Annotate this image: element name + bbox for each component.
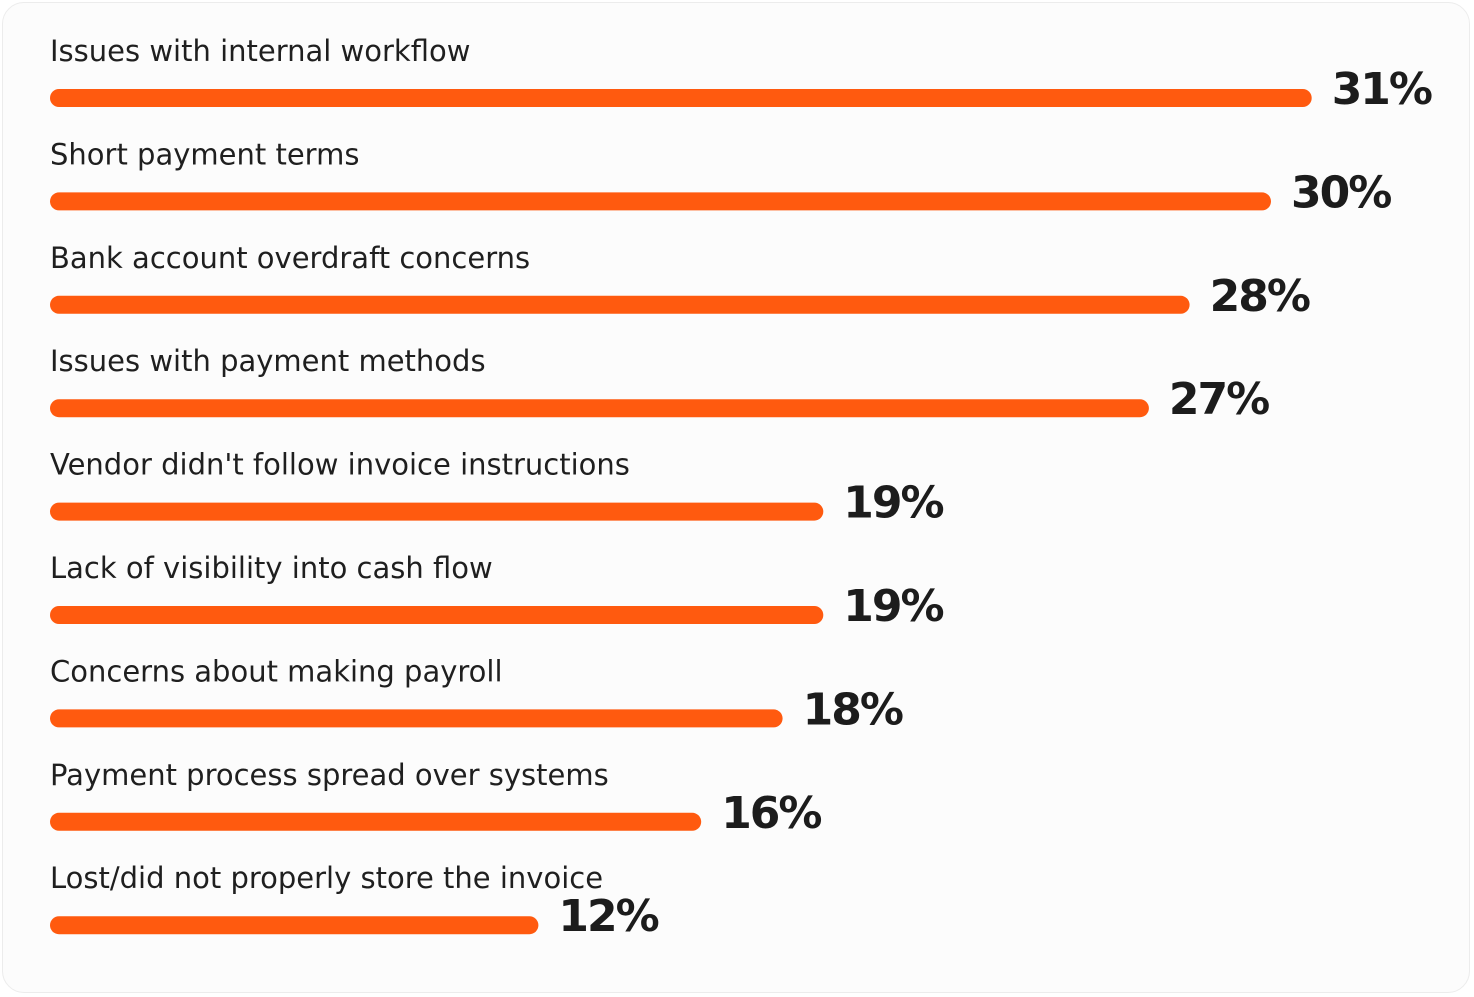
category-label: Payment process spread over systems <box>50 758 609 792</box>
value-label: 31% <box>1332 64 1432 115</box>
bar-row: Short payment terms 30% <box>50 137 1393 218</box>
category-label: Issues with internal workflow <box>50 34 470 68</box>
value-label: 19% <box>843 478 943 529</box>
bar <box>50 709 783 728</box>
value-label: 28% <box>1210 271 1310 322</box>
category-label: Lack of visibility into cash flow <box>50 551 493 585</box>
value-label: 16% <box>721 788 821 839</box>
bar-row: Concerns about making payroll 18% <box>50 654 905 735</box>
value-label: 18% <box>803 684 903 735</box>
bar-row: Payment process spread over systems 16% <box>50 758 823 839</box>
bar-row: Issues with payment methods 27% <box>50 344 1271 425</box>
bar <box>50 192 1271 211</box>
category-label: Issues with payment methods <box>50 344 486 378</box>
category-label: Bank account overdraft concerns <box>50 241 530 275</box>
bar <box>50 399 1149 418</box>
bar <box>50 502 824 521</box>
bar <box>50 916 539 935</box>
bar-row: Lost/did not properly store the invoice1… <box>50 861 661 942</box>
value-label: 30% <box>1291 167 1391 218</box>
bar <box>50 812 702 831</box>
bar-row: Bank account overdraft concerns 28% <box>50 241 1312 322</box>
bar <box>50 606 824 624</box>
category-label: Concerns about making payroll <box>50 654 503 688</box>
bar <box>50 295 1190 314</box>
category-label: Vendor didn't follow invoice instruction… <box>50 448 630 482</box>
value-label: 12% <box>558 891 658 942</box>
bar-row: Issues with internal workflow 31% <box>50 34 1434 115</box>
bar <box>50 89 1312 107</box>
category-label: Lost/did not properly store the invoice <box>50 861 603 895</box>
value-label: 19% <box>843 581 943 632</box>
value-label: 27% <box>1169 374 1269 425</box>
category-label: Short payment terms <box>50 137 359 171</box>
bar-row: Vendor didn't follow invoice instruction… <box>50 448 946 529</box>
bar-row: Lack of visibility into cash flow 19% <box>50 551 946 632</box>
